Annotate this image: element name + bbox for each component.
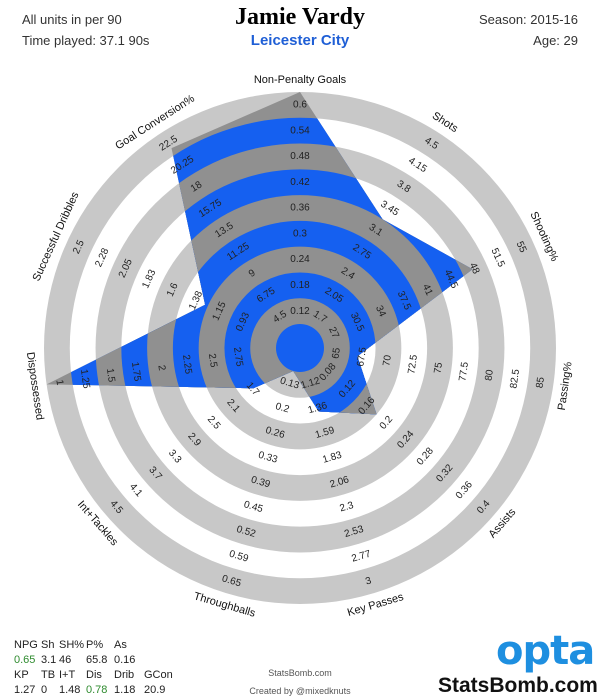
radar-tick-label: 1.75 [129, 361, 143, 382]
stat-header: KP [14, 669, 29, 681]
radar-tick-label: 70 [381, 354, 394, 367]
radar-tick-label: 1.83 [321, 450, 343, 466]
season: Season: 2015-16 [478, 12, 578, 27]
radar-tick-label: 0.65 [221, 573, 243, 589]
stat-value: 0.65 [14, 654, 36, 666]
radar-tick-label: 0.36 [290, 203, 310, 214]
player-name: Jamie Vardy [234, 4, 365, 30]
radar-tick-label: 80 [483, 369, 496, 382]
stat-header: Sh [41, 639, 55, 651]
age: Age: 29 [533, 33, 578, 48]
stat-value: 3.1 [41, 654, 57, 666]
radar-tick-label: 0.18 [290, 280, 310, 291]
radar-tick-label: 1.5 [104, 368, 117, 384]
radar-tick-label: 0.52 [235, 524, 257, 540]
stats-row-2-values: 1.27 0 1.48 0.78 1.18 20.9 [14, 683, 174, 698]
radar-tick-label: 1.25 [78, 368, 92, 389]
radar-tick-label: 0.3 [293, 228, 307, 239]
radar-tick-label: 27 [326, 325, 341, 340]
radar-tick-label: 67.5 [355, 346, 369, 367]
stat-header: GCon [144, 669, 173, 681]
stat-value: 0.16 [114, 654, 136, 666]
stat-value: 65.8 [86, 654, 108, 666]
radar-tick-label: 2.5 [71, 238, 87, 256]
radar-tick-label: 0.45 [242, 499, 264, 515]
radar-tick-label: 77.5 [457, 361, 471, 382]
radar-tick-label: 0.6 [293, 100, 307, 111]
radar-tick-label: 0.2 [274, 401, 291, 416]
stat-value: 1.18 [114, 684, 136, 696]
radar-tick-label: 2.77 [350, 549, 372, 565]
radar-tick-label: 1.36 [307, 400, 329, 416]
radar-tick-label: 34 [373, 304, 388, 319]
radar-axis-label: Non-Penalty Goals [254, 74, 347, 86]
stats-row-2-headers: KP TB I+T Dis Drib GCon [14, 668, 174, 683]
units-note: All units in per 90 [22, 12, 122, 27]
radar-tick-label: 2.25 [180, 354, 194, 375]
stats-table: NPG Sh SH% P% As 0.65 3.1 46 65.8 0.16 K… [14, 638, 174, 698]
radar-tick-label: 0.54 [290, 125, 310, 136]
stat-header: P% [86, 639, 104, 651]
radar-tick-label: 0.24 [290, 254, 310, 265]
stat-header: TB [41, 669, 56, 681]
stat-value: 0 [41, 684, 48, 696]
radar-tick-label: 2.53 [343, 524, 365, 540]
stat-header: I+T [59, 669, 76, 681]
radar-tick-label: 55 [514, 240, 529, 255]
radar-tick-label: 2.06 [329, 474, 351, 490]
radar-tick-label: 2.5 [206, 353, 219, 369]
radar-tick-label: 82.5 [508, 368, 522, 389]
radar-tick-label: 85 [535, 376, 548, 389]
stat-value: 1.48 [59, 684, 81, 696]
stats-row-1-values: 0.65 3.1 46 65.8 0.16 [14, 653, 174, 668]
stat-header: SH% [59, 639, 85, 651]
radar-tick-label: 0.12 [290, 306, 310, 317]
stat-value: 1.27 [14, 684, 36, 696]
stat-value: 0.78 [86, 684, 108, 696]
radar-tick-label: 0.59 [228, 549, 250, 565]
stat-value: 20.9 [144, 684, 166, 696]
stat-header: Drib [114, 669, 135, 681]
radar-tick-label: 0.33 [257, 450, 279, 466]
radar-tick-label: 1.12 [300, 375, 322, 391]
stat-header: As [114, 639, 127, 651]
radar-tick-label: 9 [247, 267, 258, 279]
radar-tick-label: 3 [364, 575, 373, 587]
radar-tick-label: 2.75 [231, 346, 245, 367]
radar-tick-label: 41 [420, 283, 435, 298]
radar-tick-label: 0.42 [290, 177, 310, 188]
stats-row-1-headers: NPG Sh SH% P% As [14, 638, 174, 653]
radar-tick-label: 2.3 [339, 500, 356, 515]
radar-tick-label: 1.6 [165, 281, 181, 299]
author-credit: Created by @mixedknuts [249, 686, 351, 696]
radar-tick-label: 1 [53, 379, 65, 387]
opta-logo: opta [496, 628, 595, 674]
time-played: Time played: 37.1 90s [22, 33, 150, 48]
site-credit: StatsBomb.com [268, 668, 332, 678]
radar-center-fill [276, 324, 324, 372]
stat-header: Dis [86, 669, 102, 681]
radar-axis-label: Dispossessed [24, 351, 46, 420]
radar-tick-label: 48 [467, 261, 482, 276]
team-name: Leicester City [250, 32, 350, 49]
radar-tick-label: 0.13 [279, 376, 301, 392]
radar-tick-label: 65 [330, 346, 343, 359]
stat-header: NPG [14, 639, 38, 651]
radar-tick-label: 0.39 [250, 474, 272, 490]
radar-tick-label: 2 [155, 364, 167, 372]
radar-tick-label: 75 [433, 361, 446, 374]
radar-tick-label: 0.26 [264, 425, 286, 441]
radar-tick-label: 0.48 [290, 151, 310, 162]
stat-value: 46 [59, 654, 72, 666]
radar-axis-label: Passing% [556, 361, 575, 411]
radar-tick-label: 72.5 [406, 354, 420, 375]
radar-tick-label: 1.59 [314, 425, 336, 441]
statsbomb-brand: StatsBomb.com [438, 674, 598, 697]
